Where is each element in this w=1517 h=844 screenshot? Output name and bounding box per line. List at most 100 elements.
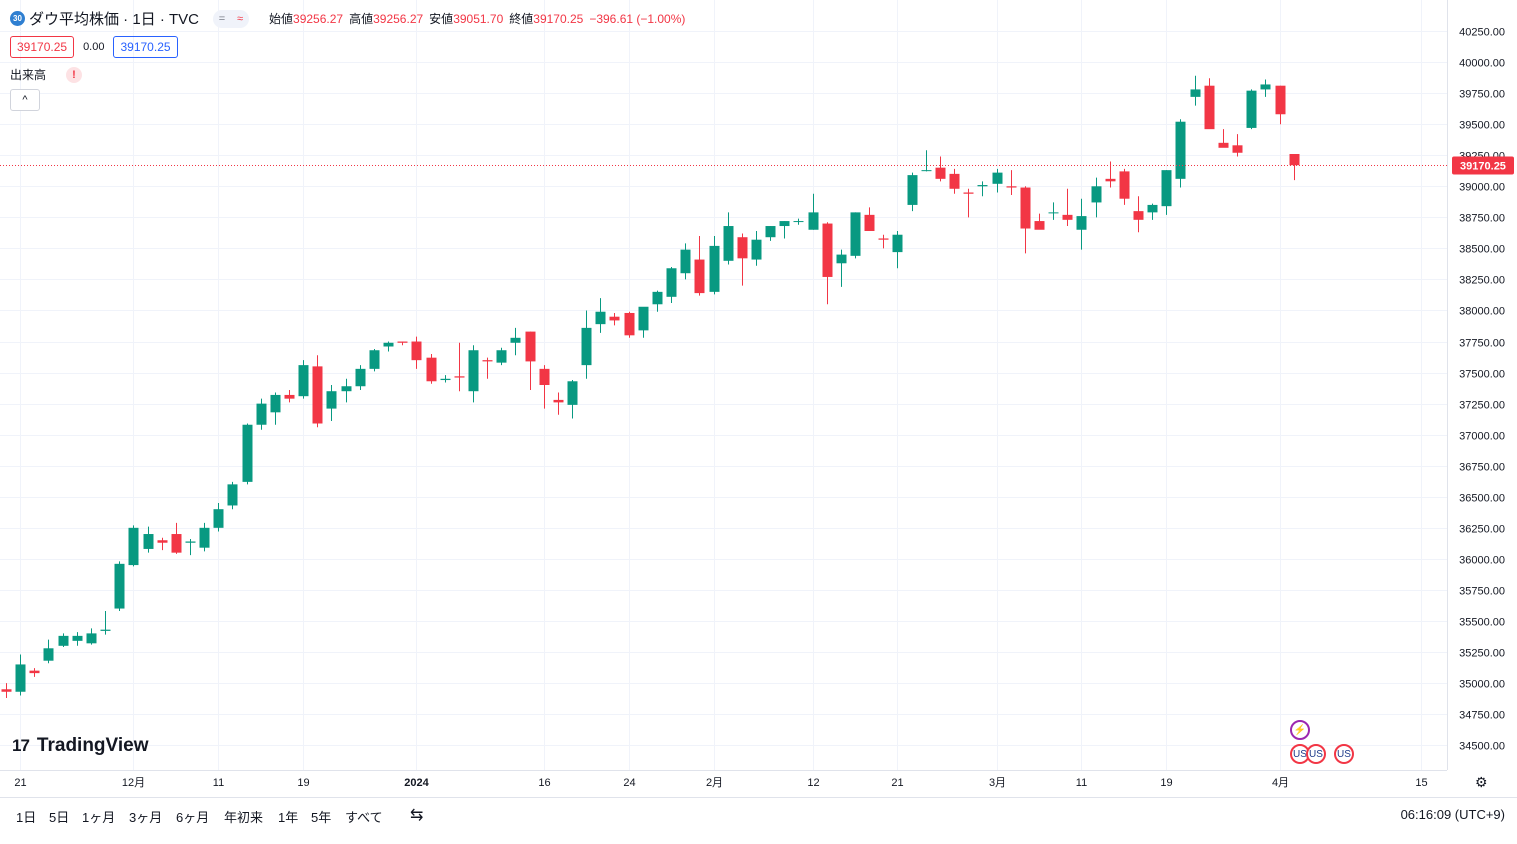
candle-body: [525, 331, 536, 362]
symbol-legend: 30 ダウ平均株価 · 1日 · TVC = ≈ 始値 39256.27 高値 …: [10, 8, 685, 29]
x-tick-label: 12月: [122, 777, 145, 789]
us-flag-event-icon[interactable]: US: [1306, 744, 1326, 764]
timezone-clock[interactable]: 06:16:09 (UTC+9): [1400, 807, 1505, 822]
grid-lines: [0, 0, 1447, 770]
candle-body: [1204, 85, 1215, 130]
volume-indicator[interactable]: 出来高 !: [10, 66, 83, 83]
warning-icon[interactable]: !: [66, 66, 83, 83]
bid-price-box[interactable]: 39170.25: [10, 36, 75, 58]
y-tick-label: 38250.00: [1459, 275, 1505, 287]
candle-body: [666, 268, 677, 297]
range-button-1y[interactable]: 1年: [278, 810, 299, 825]
y-tick-label: 35250.00: [1459, 648, 1505, 660]
y-tick-label: 40250.00: [1459, 27, 1505, 39]
candle-body: [963, 192, 974, 194]
candle-body: [199, 527, 210, 548]
candle-body: [270, 394, 281, 413]
candle-body: [737, 237, 748, 259]
candle-body: [1232, 145, 1243, 153]
range-button-3m[interactable]: 3ヶ月: [129, 810, 163, 825]
x-tick-label: 15: [1415, 777, 1427, 789]
open-label: 始値: [269, 12, 294, 26]
high-value: 39256.27: [373, 11, 424, 26]
x-tick-label: 19: [297, 777, 309, 789]
candle-body: [185, 541, 196, 543]
candle-body: [482, 360, 493, 362]
candle-body: [369, 350, 380, 369]
candle-body: [1006, 186, 1017, 188]
open-value: 39256.27: [293, 11, 344, 26]
settings-gear-icon[interactable]: ⚙: [1475, 774, 1488, 790]
candle-body: [143, 534, 154, 549]
range-button-5y[interactable]: 5年: [311, 810, 332, 825]
collapse-legend-button[interactable]: ^: [10, 89, 40, 111]
flash-event-icon[interactable]: ⚡: [1290, 720, 1310, 740]
y-tick-label: 39500.00: [1459, 120, 1505, 132]
candle-body: [440, 378, 451, 381]
candle-body: [1133, 211, 1144, 220]
candle-body: [397, 341, 408, 343]
range-button-1m[interactable]: 1ヶ月: [82, 810, 116, 825]
us-flag-event-icon[interactable]: US: [1290, 744, 1310, 764]
candle-body: [1076, 216, 1087, 230]
candle-body: [539, 368, 550, 385]
candle-body: [652, 291, 663, 305]
candle-body: [171, 534, 182, 553]
spread-value: 0.00: [83, 41, 105, 53]
candle-body: [326, 391, 337, 409]
candle-body: [751, 239, 762, 260]
eye-off-icon[interactable]: =: [218, 12, 226, 25]
candle-body: [72, 635, 83, 641]
range-button-ytd[interactable]: 年初来: [224, 810, 264, 825]
y-tick-label: 38000.00: [1459, 306, 1505, 318]
tradingview-logo[interactable]: 17 TradingView: [12, 735, 149, 757]
range-button-1d[interactable]: 1日: [16, 810, 37, 825]
candle-body: [1034, 221, 1045, 230]
ask-price-box[interactable]: 39170.25: [113, 36, 178, 58]
tradingview-logo-text: TradingView: [36, 735, 149, 756]
x-tick-label: 21: [14, 777, 26, 789]
candle-body: [1246, 90, 1257, 128]
visibility-toggle[interactable]: = ≈: [213, 9, 250, 28]
y-tick-label: 38750.00: [1459, 213, 1505, 225]
chevron-up-icon: ^: [22, 94, 28, 106]
y-tick-label: 39000.00: [1459, 182, 1505, 194]
candle-body: [609, 316, 620, 321]
candle-body: [114, 563, 125, 609]
y-tick-label: 37750.00: [1459, 338, 1505, 350]
close-value: 39170.25: [533, 11, 584, 26]
candle-body: [850, 212, 861, 256]
candle-body: [977, 185, 988, 187]
volume-label[interactable]: 出来高: [10, 68, 47, 82]
candle-body: [1218, 142, 1229, 148]
candle-body: [1275, 85, 1286, 115]
candle-body: [256, 403, 267, 425]
candle-body: [765, 226, 776, 238]
y-tick-label: 35500.00: [1459, 617, 1505, 629]
candle-body: [1289, 154, 1300, 166]
compare-icon[interactable]: ⇆: [410, 807, 424, 824]
candle-body: [836, 254, 847, 264]
candle-body: [468, 350, 479, 392]
range-button-6m[interactable]: 6ヶ月: [176, 810, 210, 825]
us-flag-event-icon[interactable]: US: [1334, 744, 1354, 764]
x-tick-label: 11: [1076, 777, 1087, 789]
range-button-all[interactable]: すべて: [345, 810, 383, 825]
candle-body: [213, 509, 224, 528]
axes: 34500.00 34750.00 35000.00 35250.00 35500.00…: [0, 0, 1514, 789]
y-tick-label: 36500.00: [1459, 493, 1505, 505]
compare-series-icon[interactable]: ≈: [236, 12, 244, 25]
symbol-title[interactable]: ダウ平均株価 · 1日 · TVC: [29, 11, 200, 28]
x-tick-label: 12: [807, 777, 819, 789]
y-tick-label: 37250.00: [1459, 400, 1505, 412]
candle-body: [921, 170, 932, 172]
candle-body: [878, 238, 889, 240]
tradingview-logo-icon: 17: [12, 736, 30, 755]
x-tick-label: 2024: [404, 777, 429, 789]
candle-body: [709, 245, 720, 292]
change-value: −396.61 (−1.00%): [589, 11, 686, 26]
range-button-5d[interactable]: 5日: [49, 810, 70, 825]
symbol-badge-icon: 30: [10, 11, 25, 26]
